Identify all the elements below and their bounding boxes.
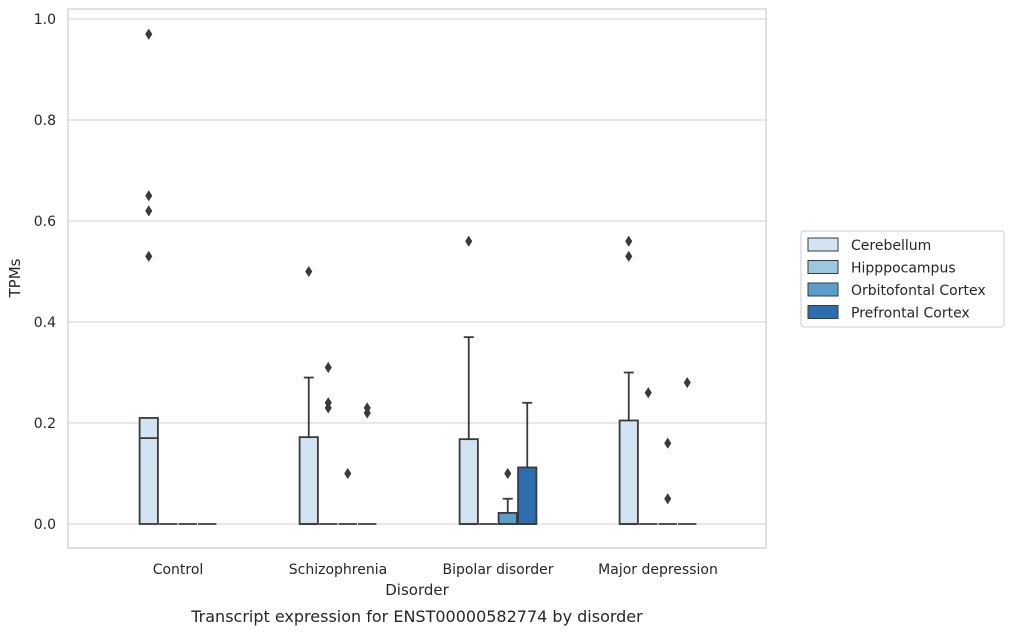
outlier-point bbox=[683, 377, 691, 389]
box-cerebellum bbox=[298, 265, 319, 525]
legend-label: Orbitofontal Cortex bbox=[851, 283, 986, 299]
outlier-point bbox=[145, 28, 153, 40]
boxes bbox=[138, 28, 697, 525]
legend-label: Prefrontal Cortex bbox=[851, 306, 970, 322]
legend-label: Hipppocampus bbox=[851, 261, 956, 277]
outlier-point bbox=[625, 250, 633, 262]
box-body bbox=[458, 438, 479, 525]
box-cerebellum bbox=[458, 235, 479, 525]
legend-swatch bbox=[807, 282, 839, 297]
y-tick-label: 0.4 bbox=[34, 315, 56, 331]
box-prefrontal-cortex bbox=[678, 377, 697, 525]
x-tick-label: Major depression bbox=[598, 562, 718, 578]
y-tick-labels: 0.0 0.2 0.4 0.6 0.8 1.0 bbox=[34, 12, 56, 533]
legend-swatch bbox=[807, 305, 839, 319]
box-orbitofontal-cortex bbox=[497, 467, 518, 525]
box-hipppocampus bbox=[639, 387, 658, 525]
outlier-point bbox=[145, 190, 153, 202]
box-orbitofontal-cortex bbox=[338, 467, 357, 525]
outlier-point bbox=[344, 467, 352, 480]
x-tick-label: Bipolar disorder bbox=[442, 562, 553, 578]
y-tick-label: 1.0 bbox=[34, 12, 56, 28]
outlier-point bbox=[504, 467, 512, 480]
outlier-point bbox=[324, 402, 332, 414]
box-cerebellum bbox=[618, 235, 639, 525]
outlier-point bbox=[363, 407, 371, 419]
y-axis-label: TPMs bbox=[6, 258, 24, 298]
gridlines bbox=[68, 18, 766, 525]
x-axis-label: Disorder bbox=[385, 581, 449, 599]
outlier-point bbox=[664, 437, 672, 449]
box-body bbox=[618, 419, 639, 525]
outlier-point bbox=[305, 265, 313, 278]
y-tick-label: 0.0 bbox=[34, 517, 56, 533]
outlier-point bbox=[644, 387, 652, 399]
box-prefrontal-cortex bbox=[517, 401, 538, 525]
box-body bbox=[517, 466, 538, 525]
x-tick-label: Control bbox=[153, 562, 204, 578]
x-tick-label: Schizophrenia bbox=[289, 562, 387, 578]
plot-frame bbox=[67, 8, 767, 549]
box-prefrontal-cortex bbox=[358, 402, 377, 525]
x-tick-labels: Control Schizophrenia Bipolar disorder Majo… bbox=[153, 562, 718, 578]
box-cerebellum bbox=[138, 28, 159, 525]
outlier-point bbox=[145, 250, 153, 262]
box-hipppocampus bbox=[319, 361, 338, 525]
outlier-point bbox=[324, 361, 332, 374]
legend-label: Cerebellum bbox=[851, 238, 931, 254]
y-tick-label: 0.8 bbox=[34, 113, 56, 129]
outlier-point bbox=[625, 235, 633, 247]
legend-swatch bbox=[807, 237, 839, 252]
box-orbitofontal-cortex bbox=[658, 437, 677, 525]
outlier-point bbox=[145, 205, 153, 217]
box-body bbox=[298, 436, 319, 525]
box-body bbox=[497, 511, 518, 525]
legend: Cerebellum Hipppocampus Orbitofontal Corte… bbox=[800, 230, 1005, 328]
y-tick-label: 0.2 bbox=[34, 416, 56, 432]
outlier-point bbox=[664, 493, 672, 505]
box-body bbox=[138, 417, 159, 525]
outlier-point bbox=[465, 235, 473, 247]
legend-frame bbox=[800, 230, 1005, 328]
y-tick-label: 0.6 bbox=[34, 214, 56, 230]
legend-swatch bbox=[807, 260, 839, 274]
chart-caption: Transcript expression for ENST0000058277… bbox=[190, 607, 643, 626]
